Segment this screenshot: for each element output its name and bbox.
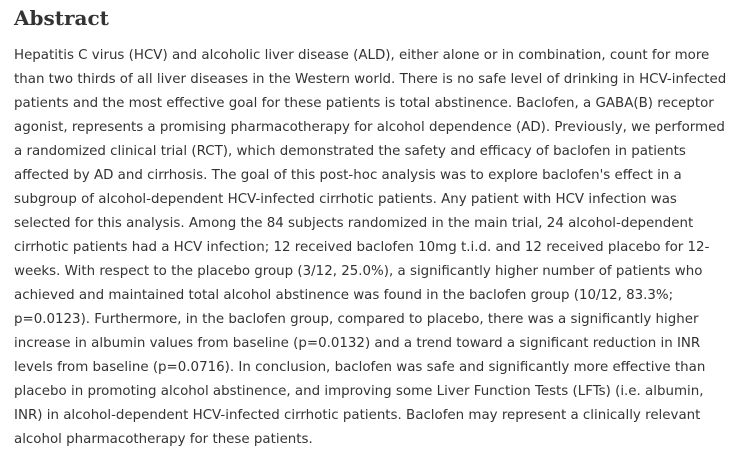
abstract-heading: Abstract <box>14 6 109 30</box>
abstract-paragraph: Hepatitis C virus (HCV) and alcoholic li… <box>14 48 727 447</box>
